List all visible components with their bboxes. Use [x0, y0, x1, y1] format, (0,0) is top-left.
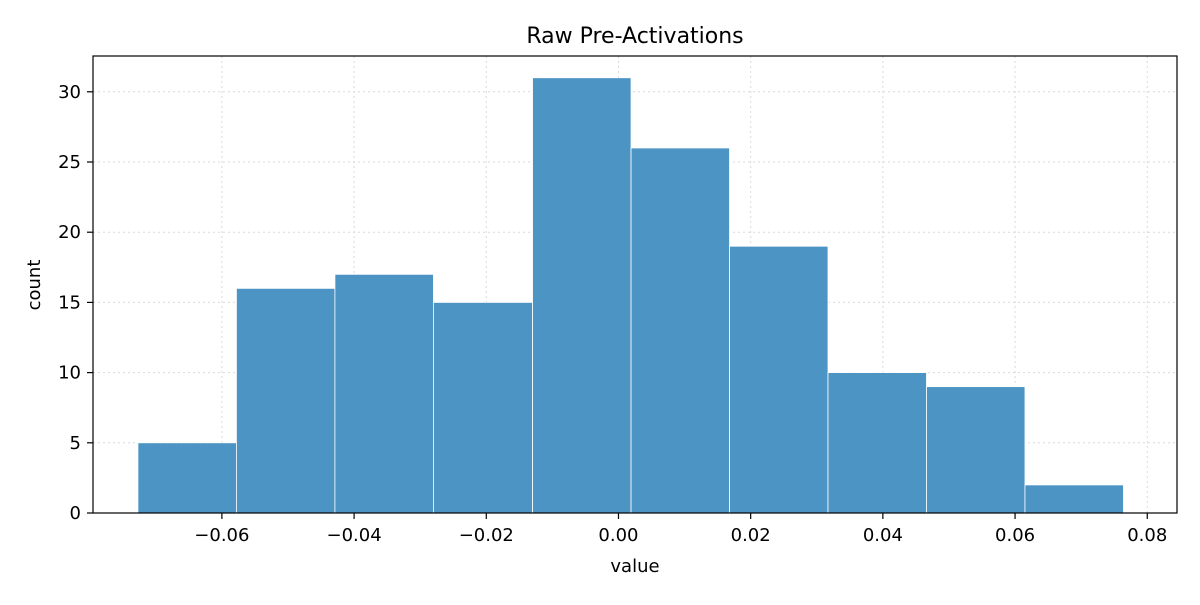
y-axis-label: count [24, 260, 45, 311]
x-tick-label: 0.04 [863, 525, 903, 546]
x-axis-ticks: −0.06 −0.04 −0.02 0.00 0.02 0.04 0.06 0.08 [194, 513, 1167, 546]
histogram-bar [926, 386, 1026, 514]
histogram-bar [137, 442, 237, 514]
y-tick-label: 20 [58, 222, 81, 243]
y-tick-label: 15 [58, 292, 81, 313]
histogram-bar [1024, 484, 1124, 514]
histogram-bar [236, 287, 336, 514]
histogram-bar [532, 77, 632, 514]
x-tick-label: −0.06 [194, 525, 249, 546]
y-axis-ticks: 0 5 10 15 20 25 30 [58, 82, 93, 524]
x-tick-label: −0.04 [326, 525, 381, 546]
histogram-bar [433, 302, 533, 514]
chart-title: Raw Pre-Activations [526, 24, 743, 49]
y-tick-label: 10 [58, 363, 81, 384]
histogram-bar [630, 147, 730, 514]
y-tick-label: 25 [58, 152, 81, 173]
x-axis-label: value [610, 556, 659, 577]
y-tick-label: 5 [70, 433, 81, 454]
histogram-bar [827, 372, 927, 514]
bars-layer [137, 77, 1124, 514]
histogram-bar [729, 245, 829, 514]
x-tick-label: 0.08 [1127, 525, 1167, 546]
x-tick-label: 0.02 [731, 525, 771, 546]
x-tick-label: 0.06 [995, 525, 1035, 546]
x-tick-label: −0.02 [459, 525, 514, 546]
plot-frame [92, 55, 1178, 514]
x-tick-label: 0.00 [598, 525, 638, 546]
y-tick-label: 30 [58, 82, 81, 103]
y-tick-label: 0 [70, 503, 81, 524]
histogram-bar [334, 273, 434, 514]
